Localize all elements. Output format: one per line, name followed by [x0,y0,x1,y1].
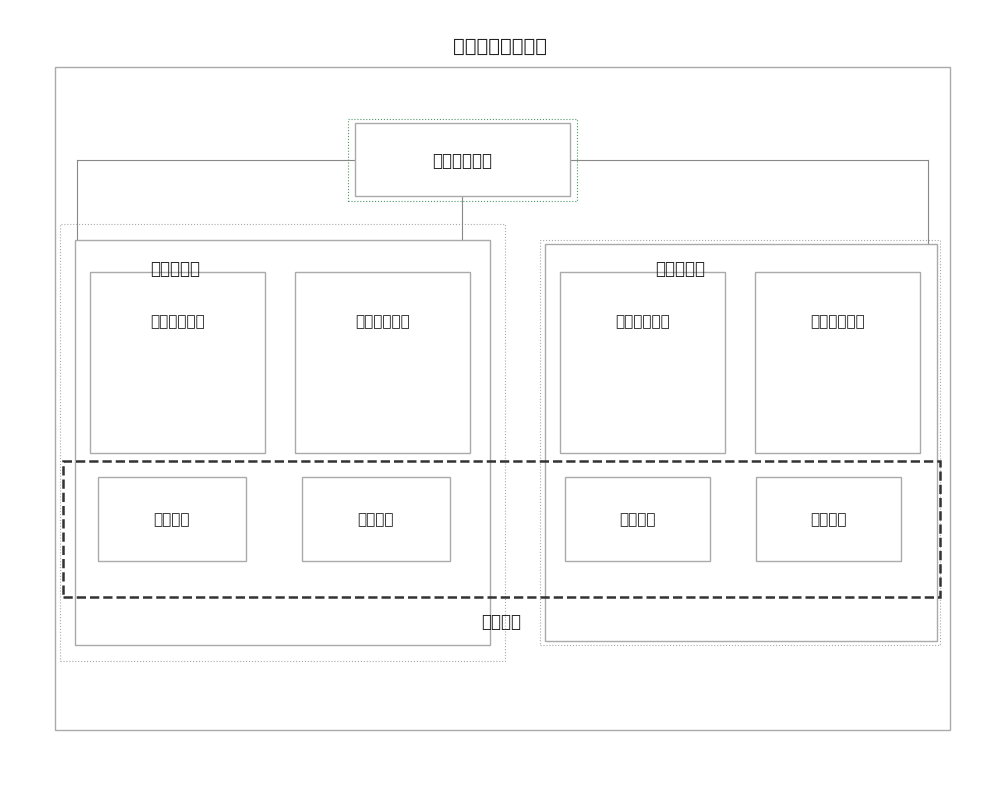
Text: 存储模块: 存储模块 [619,512,656,527]
Bar [560,273,725,453]
Bar [755,273,920,453]
Text: 超融合节点: 超融合节点 [150,260,200,277]
Bar [540,241,940,646]
Bar [60,225,505,662]
Text: 数据交换设备: 数据交换设备 [432,152,492,169]
Text: 超融合节点: 超融合节点 [655,260,705,277]
Bar [75,241,490,646]
Bar [63,461,940,597]
Bar [355,124,570,196]
Bar [545,245,937,642]
Text: 存储模块: 存储模块 [358,512,394,527]
Text: 存储模块: 存储模块 [154,512,190,527]
Bar [348,119,577,201]
Text: 超融合一体机: 超融合一体机 [355,314,410,328]
Text: 超融合一体机: 超融合一体机 [615,314,670,328]
Bar [295,273,470,453]
Bar [756,477,901,561]
Bar [302,477,450,561]
Text: 云资源池: 云资源池 [482,613,522,630]
Bar [98,477,246,561]
Text: 超融合一体机: 超融合一体机 [150,314,205,328]
Bar [565,477,710,561]
Bar [90,273,265,453]
Text: 超融合一体机: 超融合一体机 [810,314,865,328]
Text: 存储模块: 存储模块 [810,512,847,527]
Text: 超融合云计算系统: 超融合云计算系统 [453,37,547,56]
Bar [55,68,950,730]
